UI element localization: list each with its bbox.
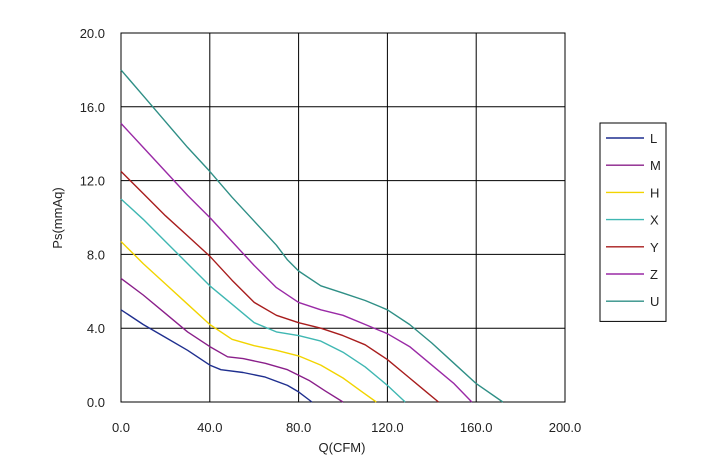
axes: 0.0 40.0 80.0 120.0 160.0 200.0 0.0 4.0 8.0 12.0 1… (80, 26, 582, 435)
x-tick-label: 80.0 (286, 420, 311, 435)
series-line-z (120, 122, 473, 403)
y-tick-label: 20.0 (80, 26, 105, 41)
legend-label-l: L (650, 131, 657, 146)
series-lines (120, 69, 504, 403)
x-tick-label: 40.0 (197, 420, 222, 435)
legend-label-m: M (650, 158, 661, 173)
x-tick-label: 0.0 (112, 420, 130, 435)
plot-frame (120, 32, 566, 403)
legend-box (599, 122, 667, 322)
y-axis-label: Ps(mmAq) (50, 187, 65, 248)
legend-label-x: X (650, 213, 659, 228)
legend-label-z: Z (650, 267, 658, 282)
x-tick-label: 200.0 (549, 420, 582, 435)
x-axis-label: Q(CFM) (319, 440, 366, 455)
y-tick-label: 16.0 (80, 100, 105, 115)
y-tick-label: 4.0 (87, 321, 105, 336)
grid (120, 32, 566, 403)
legend-label-h: H (650, 185, 659, 200)
series-line-m (120, 277, 344, 403)
y-tick-label: 12.0 (80, 174, 105, 189)
series-line-y (120, 170, 439, 403)
legend-label-y: Y (650, 240, 659, 255)
x-tick-label: 160.0 (460, 420, 493, 435)
series-line-h (120, 241, 377, 403)
y-tick-label: 0.0 (87, 395, 105, 410)
legend-label-u: U (650, 294, 659, 309)
x-tick-label: 120.0 (371, 420, 404, 435)
y-tick-label: 8.0 (87, 247, 105, 262)
series-line-x (120, 198, 406, 403)
series-line-l (120, 309, 313, 403)
series-line-u (120, 69, 504, 403)
